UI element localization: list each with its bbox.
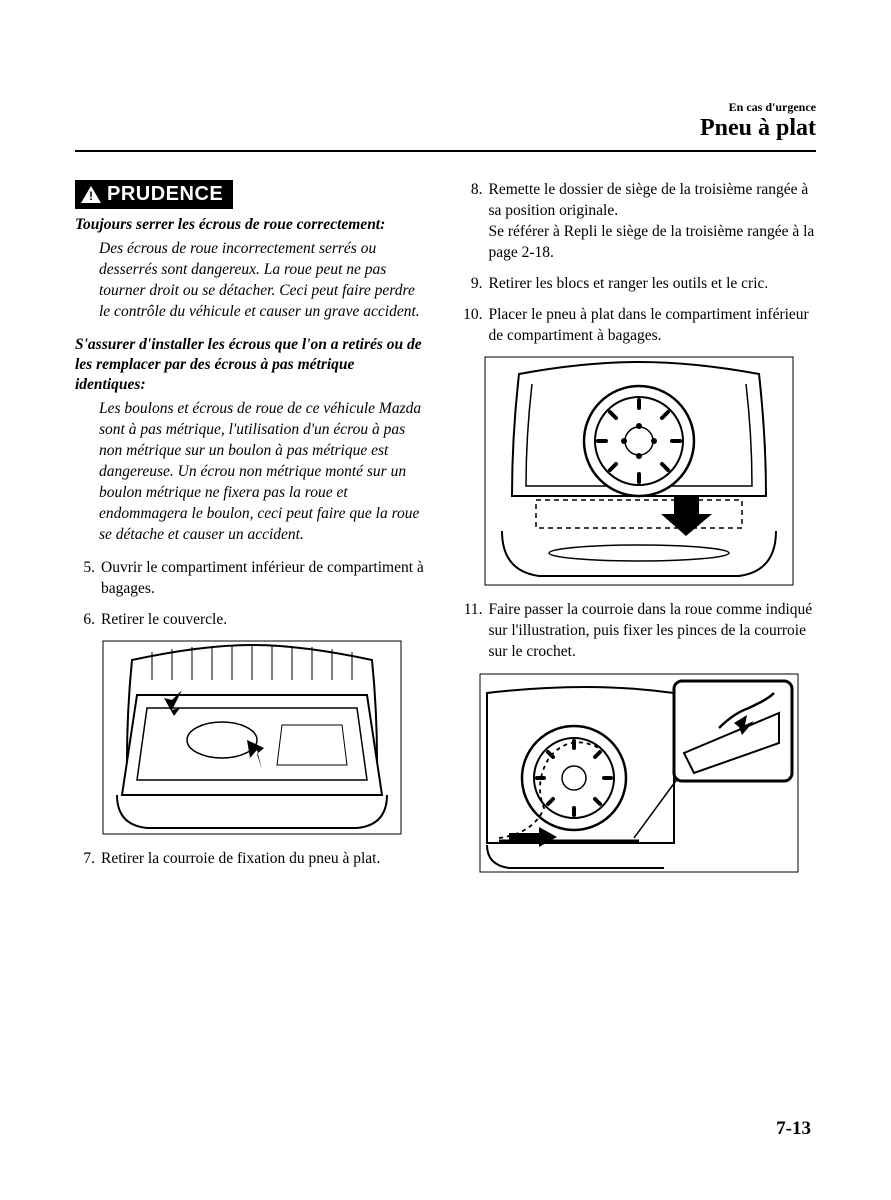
- step-number: 5.: [75, 558, 101, 600]
- two-column-layout: PRUDENCE Toujours serrer les écrous de r…: [75, 180, 816, 887]
- step-item: 10. Placer le pneu à plat dans le compar…: [463, 305, 817, 347]
- figure-remove-cover: [75, 640, 429, 835]
- step-item: 5. Ouvrir le compartiment inférieur de c…: [75, 558, 429, 600]
- caution-label: PRUDENCE: [107, 183, 223, 206]
- steps-list-right-cont: 11. Faire passer la courroie dans la rou…: [463, 600, 817, 663]
- steps-list-left-cont: 7. Retirer la courroie de fixation du pn…: [75, 849, 429, 870]
- step-number: 10.: [463, 305, 489, 347]
- steps-list-left: 5. Ouvrir le compartiment inférieur de c…: [75, 558, 429, 631]
- step-number: 9.: [463, 274, 489, 295]
- step-text: Remette le dossier de siège de la troisi…: [489, 180, 817, 264]
- step-item: 11. Faire passer la courroie dans la rou…: [463, 600, 817, 663]
- left-column: PRUDENCE Toujours serrer les écrous de r…: [75, 180, 429, 887]
- step-item: 6. Retirer le couvercle.: [75, 610, 429, 631]
- step-number: 8.: [463, 180, 489, 264]
- step-item: 9. Retirer les blocs et ranger les outil…: [463, 274, 817, 295]
- steps-list-right: 8. Remette le dossier de siège de la tro…: [463, 180, 817, 346]
- figure-place-flat-tire: [463, 356, 817, 586]
- trunk-cover-illustration: [102, 640, 402, 835]
- strap-illustration: [479, 673, 799, 873]
- page-header: En cas d'urgence Pneu à plat: [75, 100, 816, 142]
- warning-body: Des écrous de roue incorrectement serrés…: [75, 239, 429, 323]
- flat-tire-placement-illustration: [484, 356, 794, 586]
- step-number: 11.: [463, 600, 489, 663]
- figure-strap-tire: [463, 673, 817, 873]
- page-title: Pneu à plat: [75, 115, 816, 142]
- step-text: Retirer les blocs et ranger les outils e…: [489, 274, 817, 295]
- step-number: 7.: [75, 849, 101, 870]
- step-text: Faire passer la courroie dans la roue co…: [489, 600, 817, 663]
- step-text: Retirer le couvercle.: [101, 610, 429, 631]
- right-column: 8. Remette le dossier de siège de la tro…: [463, 180, 817, 887]
- section-name: En cas d'urgence: [75, 100, 816, 115]
- step-number: 6.: [75, 610, 101, 631]
- caution-badge: PRUDENCE: [75, 180, 233, 209]
- warning-body: Les boulons et écrous de roue de ce véhi…: [75, 399, 429, 545]
- warning-triangle-icon: [81, 186, 101, 203]
- step-item: 7. Retirer la courroie de fixation du pn…: [75, 849, 429, 870]
- page-number: 7-13: [776, 1118, 811, 1140]
- step-text: Ouvrir le compartiment inférieur de comp…: [101, 558, 429, 600]
- header-divider: [75, 150, 816, 152]
- manual-page: En cas d'urgence Pneu à plat PRUDENCE To…: [0, 0, 891, 1200]
- warning-heading: Toujours serrer les écrous de roue corre…: [75, 215, 429, 235]
- step-text: Retirer la courroie de fixation du pneu …: [101, 849, 429, 870]
- caution-block: PRUDENCE Toujours serrer les écrous de r…: [75, 180, 429, 546]
- step-text: Placer le pneu à plat dans le compartime…: [489, 305, 817, 347]
- step-item: 8. Remette le dossier de siège de la tro…: [463, 180, 817, 264]
- warning-heading: S'assurer d'installer les écrous que l'o…: [75, 335, 429, 395]
